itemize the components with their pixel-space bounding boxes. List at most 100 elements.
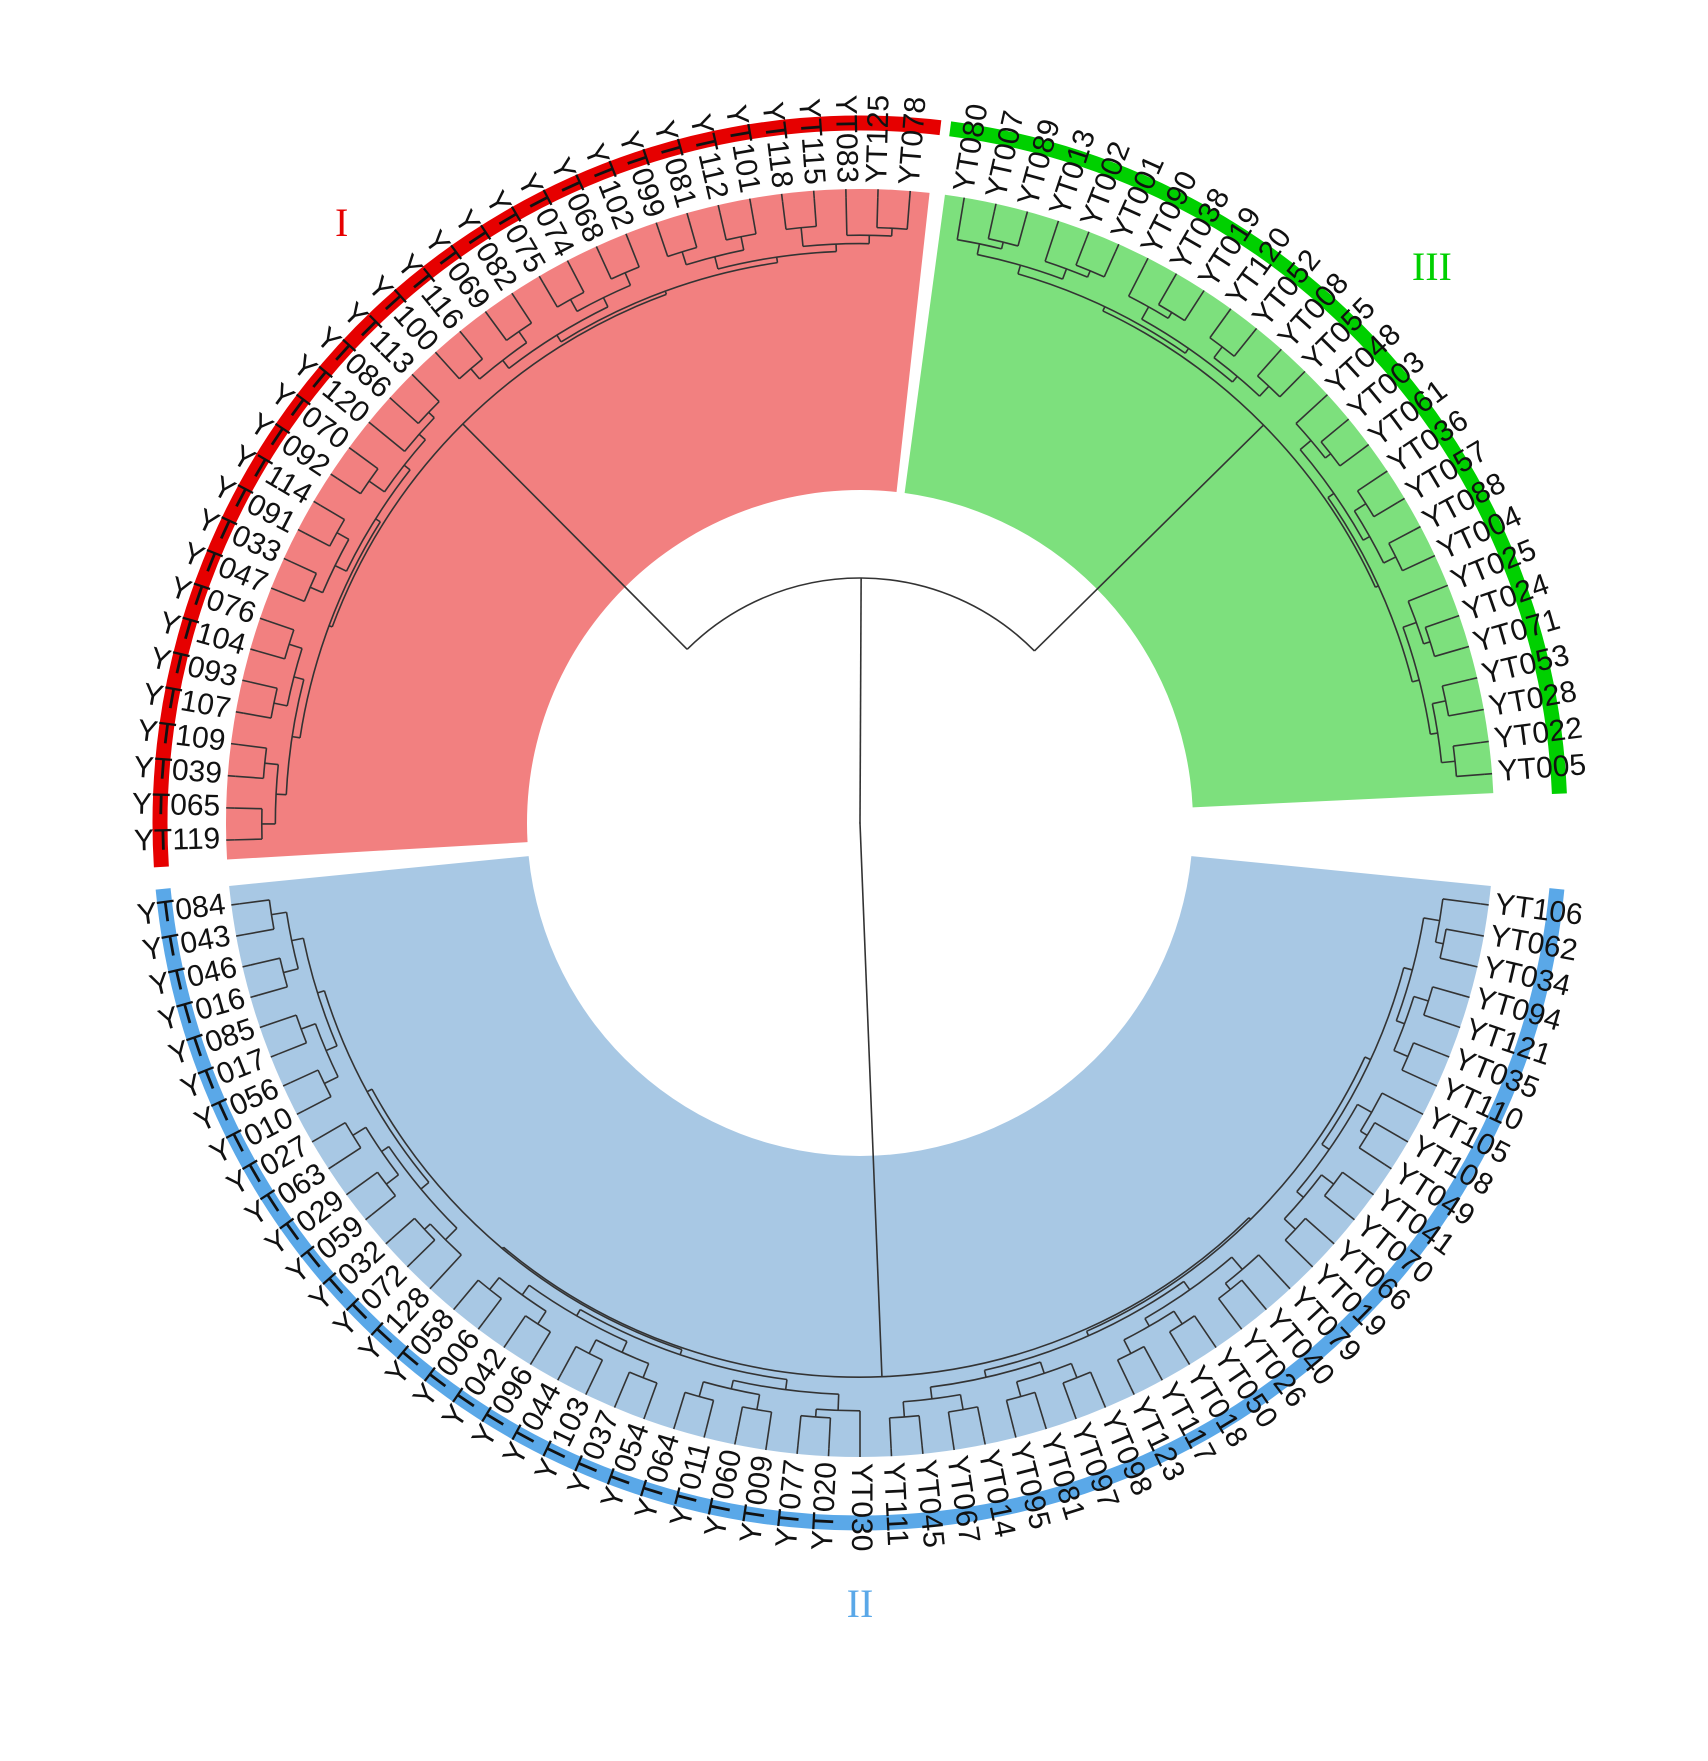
- leaf-stub: [538, 275, 544, 284]
- tree-branch: [1231, 1256, 1243, 1270]
- leaf-stub: [389, 397, 397, 404]
- tree-branch-arc: [1424, 627, 1436, 657]
- tree-branch: [575, 1309, 581, 1317]
- tree-branch: [385, 1174, 399, 1185]
- tree-branch: [352, 1126, 367, 1137]
- tree-branch-arc: [684, 1391, 714, 1402]
- leaf-stub: [585, 1387, 590, 1395]
- tree-branch: [560, 1346, 577, 1374]
- tree-branch: [642, 1363, 650, 1379]
- tree-branch: [1258, 385, 1270, 397]
- tree-branch: [1393, 1049, 1409, 1058]
- cluster-I-sector: [226, 189, 930, 860]
- tree-branch: [976, 243, 981, 255]
- leaf-stub: [613, 1399, 619, 1408]
- leaf-stub: [385, 1237, 393, 1245]
- leaf-stub: [1427, 554, 1436, 560]
- tree-branch: [395, 402, 419, 425]
- leaf-stub: [1400, 1137, 1409, 1143]
- tree-branch: [1342, 1171, 1368, 1191]
- tree-branch: [243, 712, 272, 719]
- tree-branch: [501, 1246, 505, 1250]
- tree-branch-arc: [1407, 600, 1425, 645]
- tree-branch: [775, 257, 779, 263]
- tree-branch: [537, 1310, 547, 1325]
- tree-branch: [621, 1341, 628, 1353]
- leaf-label: YT115: [792, 97, 831, 185]
- tree-branches: [226, 189, 1493, 1457]
- tree-branch: [518, 331, 528, 344]
- tree-branch: [324, 1076, 339, 1085]
- tree-branch: [906, 198, 911, 230]
- tree-branch: [664, 290, 668, 295]
- tree-branch: [1432, 986, 1463, 996]
- tree-branch-arc: [1017, 273, 1186, 354]
- tree-branch-arc: [506, 322, 532, 342]
- tree-branch: [320, 504, 345, 521]
- tree-branch: [929, 1386, 933, 1399]
- tree-branch: [304, 532, 331, 547]
- tree-branch: [1374, 1121, 1402, 1139]
- tree-branch: [756, 1394, 761, 1410]
- tree-branch-arc: [458, 358, 483, 380]
- tree-branch-arc: [1395, 917, 1425, 1021]
- leaf-stub: [655, 222, 660, 231]
- tree-branch-arc: [1353, 510, 1385, 564]
- tree-branch: [1279, 376, 1300, 398]
- tree-branch: [1183, 1280, 1191, 1291]
- cluster-III-sector: [904, 194, 1494, 808]
- tree-branch: [1396, 1019, 1405, 1025]
- tree-branch: [507, 1315, 527, 1342]
- tree-branch: [1102, 306, 1106, 312]
- leaf-stub: [643, 1411, 648, 1420]
- leaf-stub: [1114, 243, 1120, 252]
- tree-branch-arc: [1321, 967, 1405, 1145]
- tree-branch: [1321, 1143, 1330, 1151]
- tree-branch: [1283, 1218, 1297, 1230]
- tree-branch: [813, 198, 818, 227]
- tree-branch: [1324, 453, 1332, 459]
- leaf-stub: [242, 679, 251, 683]
- leaf-stub: [1043, 1421, 1048, 1430]
- tree-branch-arc: [1439, 929, 1447, 959]
- tree-branch: [250, 957, 281, 966]
- tree-branch: [1224, 1282, 1231, 1291]
- leaf-stub: [921, 1445, 924, 1454]
- tree-branch: [1217, 1298, 1238, 1324]
- tree-branch: [1017, 219, 1027, 247]
- tree-branch: [698, 1381, 705, 1397]
- tree-branch-arc: [1006, 1391, 1036, 1402]
- leaf-stub: [1480, 903, 1489, 906]
- tree-branch: [859, 577, 862, 823]
- tree-branch: [1157, 280, 1174, 306]
- leaf-stub: [1366, 1189, 1375, 1196]
- tree-branch-arc: [876, 226, 908, 231]
- tree-branch: [1184, 296, 1201, 321]
- tree-branch-arc: [286, 648, 303, 707]
- tree-branch: [1320, 423, 1344, 443]
- tree-branch: [556, 334, 562, 343]
- tree-branch: [1015, 1381, 1022, 1397]
- tree-branch-arc: [279, 958, 289, 988]
- tree-branch: [1403, 966, 1413, 971]
- tree-branch: [444, 1227, 458, 1241]
- leaf-stub: [717, 204, 721, 214]
- tree-branch: [987, 211, 996, 239]
- leaf-stub: [1429, 1081, 1438, 1087]
- tree-branch: [1430, 732, 1438, 735]
- tree-branch: [740, 236, 745, 251]
- tree-branch: [381, 1145, 390, 1153]
- tree-branch: [1143, 1346, 1160, 1374]
- tree-branch: [1423, 1014, 1453, 1026]
- tree-branch: [876, 197, 879, 228]
- tree-branch: [1086, 270, 1091, 278]
- leaf-stub: [962, 197, 966, 206]
- tree-branch: [1103, 251, 1117, 278]
- leaf-stub: [230, 742, 240, 746]
- tree-branch: [1364, 1056, 1371, 1061]
- tree-branch: [730, 1380, 735, 1390]
- tree-branch: [616, 1371, 631, 1401]
- tree-branch: [714, 256, 719, 270]
- tree-branch: [1445, 928, 1477, 936]
- tree-branch: [352, 1171, 378, 1191]
